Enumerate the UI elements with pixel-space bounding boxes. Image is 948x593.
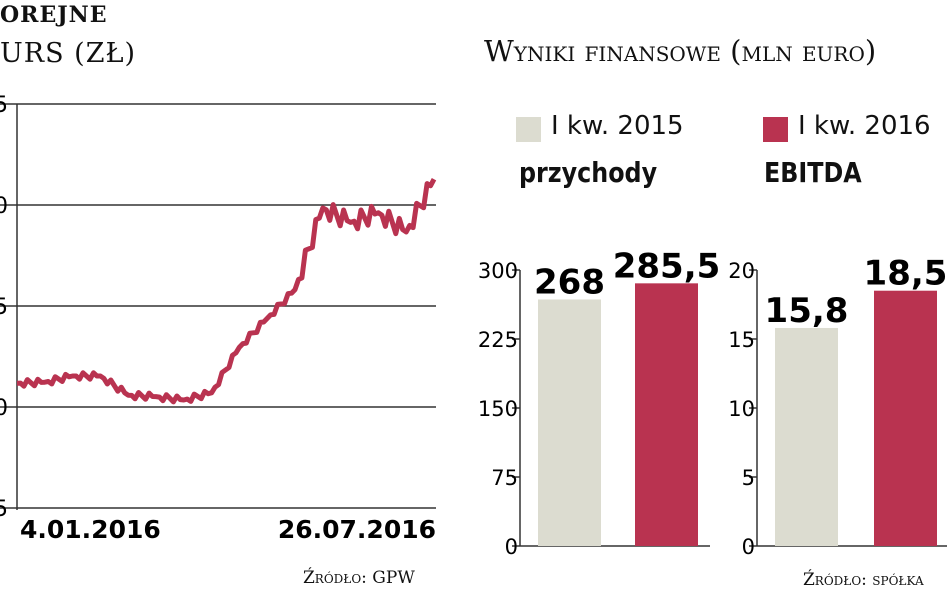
bar-y-tick-label: 20 [728, 259, 755, 283]
bar-2016 [635, 283, 698, 546]
legend-swatch-2016 [763, 117, 788, 142]
stock-y-tick-label: 0 [0, 396, 8, 421]
stock-chart-subtitle: URS (ZŁ) [0, 38, 137, 69]
legend-swatch-2015 [516, 117, 541, 142]
stock-x-tick-label: 4.01.2016 [20, 515, 161, 544]
bar-value-label: 285,5 [613, 246, 721, 286]
bar-value-label: 268 [534, 262, 605, 302]
stock-y-tick-label: 5 [0, 295, 8, 320]
bar-2015 [775, 327, 838, 546]
stock-chart-title: OREJNE [0, 2, 108, 28]
bar-value-label: 18,5 [864, 254, 948, 294]
stock-y-tick-label: 5 [0, 93, 8, 118]
financial-results-title: Wyniki finansowe (mln euro) [484, 34, 877, 68]
bar-y-tick-label: 150 [478, 397, 518, 421]
bar-y-tick-label: 225 [478, 328, 518, 352]
bar-y-tick-label: 15 [728, 328, 755, 352]
stock-y-tick-label: 5 [0, 497, 8, 522]
stock-x-tick-label: 26.07.2016 [278, 515, 436, 544]
bar-2015 [538, 299, 601, 546]
bar-y-tick-label: 300 [478, 259, 518, 283]
financial-source-note: Źródło: spółka [803, 570, 924, 590]
bar-y-tick-label: 75 [491, 466, 518, 490]
revenue-chart-title: przychody [519, 156, 658, 189]
bar-2016 [874, 290, 937, 546]
ebitda-chart-title: EBITDA [764, 156, 862, 189]
legend-label-2015: I kw. 2015 [551, 111, 684, 141]
stock-y-tick-label: 0 [0, 194, 8, 219]
bar-y-tick-label: 5 [742, 466, 755, 490]
bar-y-tick-label: 0 [742, 535, 755, 559]
bar-y-tick-label: 10 [728, 397, 755, 421]
stock-price-series [16, 178, 437, 405]
legend-label-2016: I kw. 2016 [798, 111, 931, 141]
stock-source-note: Źródło: GPW [303, 568, 415, 588]
bar-y-tick-label: 0 [505, 535, 518, 559]
bar-value-label: 15,8 [765, 291, 849, 331]
